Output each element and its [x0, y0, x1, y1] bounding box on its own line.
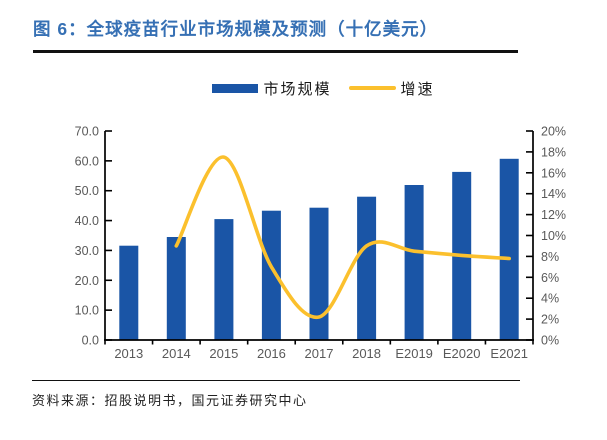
right-tick-label: 12% [541, 208, 566, 222]
right-tick-label: 10% [541, 229, 566, 243]
bar-E2021 [499, 158, 519, 340]
title-divider [33, 50, 518, 53]
legend-label-growth: 增速 [400, 81, 435, 98]
bars-group [119, 158, 519, 340]
bar-series-swatch [212, 83, 259, 93]
x-tick-label: 2018 [352, 346, 381, 361]
x-tick-label: 2015 [209, 346, 238, 361]
x-tick-label: 2017 [305, 346, 334, 361]
growth-line [174, 154, 511, 319]
bar-2018 [357, 196, 377, 340]
legend-item-growth: 增速 [348, 78, 435, 99]
left-axis: 0.0 10.0 20.0 30.0 40.0 50.0 60.0 70.0 [75, 124, 112, 347]
right-axis: 0% 2% 4% 6% 8% 10% 12% 14% 16% 18% 20% [526, 124, 566, 347]
x-tick-label: 2014 [162, 346, 191, 361]
left-tick-label: 50.0 [75, 184, 99, 198]
right-tick-label: 16% [541, 166, 566, 180]
left-tick-label: 40.0 [75, 214, 99, 228]
figure-title: 图 6：全球疫苗行业市场规模及预测（十亿美元） [33, 19, 439, 39]
right-tick-label: 20% [541, 124, 566, 138]
right-tick-label: 6% [541, 270, 559, 284]
x-axis: 2013 2014 2015 2016 2017 2018 E2019 E2020 E2021 [104, 339, 534, 361]
chart-legend: 市场规模 增速 [0, 78, 607, 99]
right-tick-label: 4% [541, 291, 559, 305]
left-tick-label: 0.0 [82, 333, 99, 347]
legend-label-market-size: 市场规模 [263, 81, 332, 98]
bar-E2019 [404, 184, 424, 340]
line-series-swatch [348, 86, 396, 90]
x-tick-label: 2013 [114, 346, 143, 361]
x-tick-label: E2019 [395, 346, 433, 361]
footer-divider [32, 379, 520, 382]
left-tick-label: 70.0 [75, 124, 99, 138]
bar-2014 [166, 236, 186, 340]
bar-2017 [309, 207, 329, 340]
source-note: 资料来源：招股说明书，国元证券研究中心 [32, 393, 308, 409]
bar-2015 [214, 218, 234, 340]
left-tick-label: 10.0 [75, 303, 99, 317]
left-tick-label: 20.0 [75, 273, 99, 287]
legend-item-market-size: 市场规模 [212, 78, 331, 99]
x-tick-label: 2016 [257, 346, 286, 361]
right-tick-label: 2% [541, 312, 559, 326]
left-tick-label: 30.0 [75, 243, 99, 257]
x-tick-label: E2021 [490, 346, 528, 361]
x-tick-label: E2020 [443, 346, 481, 361]
bar-2013 [119, 245, 139, 340]
left-tick-label: 60.0 [75, 154, 99, 168]
bar-2016 [261, 210, 281, 340]
right-tick-label: 18% [541, 145, 566, 159]
right-tick-label: 14% [541, 187, 566, 201]
right-tick-label: 8% [541, 249, 559, 263]
report-figure-page: 图 6：全球疫苗行业市场规模及预测（十亿美元） 市场规模 增速 0.0 10.0 2… [0, 16, 607, 440]
right-tick-label: 0% [541, 333, 559, 347]
vaccine-market-chart: 0.0 10.0 20.0 30.0 40.0 50.0 60.0 70.0 0% 2% 4% 6% 8… [75, 124, 566, 361]
